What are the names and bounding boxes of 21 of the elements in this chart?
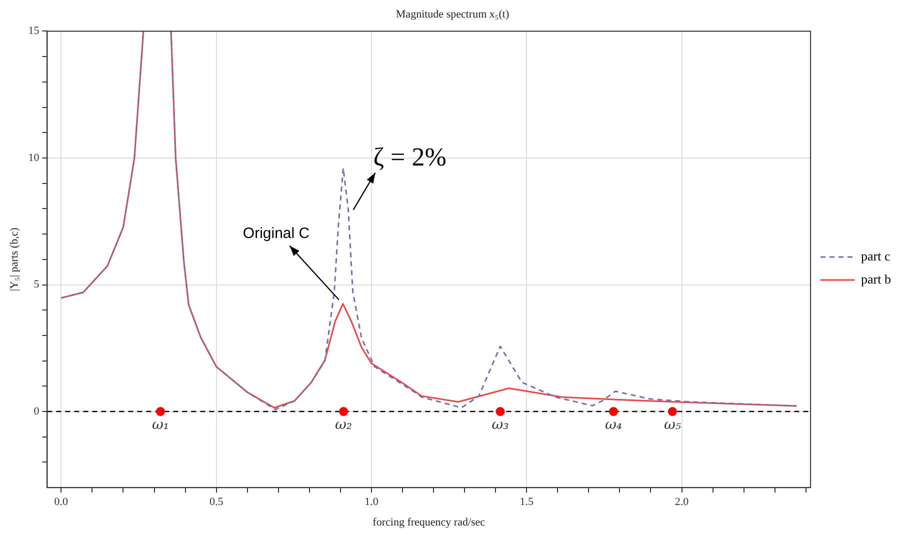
x-tick-label: 0.0	[54, 496, 69, 508]
y-axis-title: |Y₅| parts (b,c)	[8, 227, 20, 292]
x-tick-label: 0.5	[209, 496, 224, 508]
y-tick-label: 5	[34, 278, 40, 291]
annotation: ζ = 2%	[373, 142, 446, 172]
legend-label: part b	[861, 271, 892, 286]
annotation: ω₁	[152, 417, 169, 434]
annotation: ω₅	[664, 417, 682, 434]
annotation: ω₄	[604, 417, 622, 434]
annotation: ω₂	[335, 417, 352, 434]
annotation: Original C	[242, 224, 310, 242]
y-tick-label: 0	[34, 405, 40, 418]
legend-label: part c	[861, 248, 890, 264]
chart-title: Magnitude spectrum x₅(t)	[396, 8, 510, 20]
x-axis-title: forcing frequency rad/sec	[372, 516, 486, 528]
y-tick-label: 10	[28, 152, 40, 164]
x-tick-label: 2.0	[674, 496, 690, 508]
y-tick-label: 15	[28, 25, 40, 38]
annotation: ω₃	[492, 417, 510, 434]
x-tick-label: 1.0	[364, 496, 379, 508]
x-tick-label: 1.5	[520, 496, 534, 508]
